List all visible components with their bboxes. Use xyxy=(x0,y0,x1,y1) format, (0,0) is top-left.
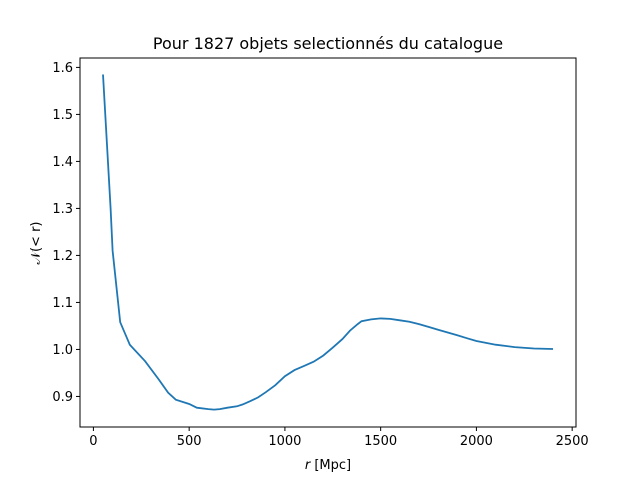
y-tick-label: 1.5 xyxy=(52,108,73,123)
series-line xyxy=(102,74,554,411)
y-tick-label: 1.1 xyxy=(52,296,73,311)
x-tick-label: 2000 xyxy=(460,434,493,449)
plot-area xyxy=(79,57,577,428)
x-axis-label-unit: [Mpc] xyxy=(310,458,351,473)
chart-title: Pour 1827 objets selectionnés du catalog… xyxy=(153,34,503,53)
x-tick-label: 1000 xyxy=(268,434,301,449)
x-tick-label: 500 xyxy=(177,434,202,449)
x-tick-label: 0 xyxy=(89,434,97,449)
y-axis: 0.9 1.0 1.1 1.2 1.3 1.4 1.5 1.6 xyxy=(52,61,80,405)
y-tick-label: 0.9 xyxy=(52,390,73,405)
x-axis: 0 500 1000 1500 2000 2500 xyxy=(89,427,589,449)
x-tick-label: 2500 xyxy=(556,434,589,449)
y-tick-label: 1.2 xyxy=(52,249,73,264)
y-tick-label: 1.3 xyxy=(52,202,73,217)
x-tick-label: 1500 xyxy=(364,434,397,449)
x-axis-label-var: r xyxy=(305,458,312,473)
x-axis-label: r [Mpc] xyxy=(305,458,351,473)
y-tick-label: 1.6 xyxy=(52,61,73,76)
y-axis-label: 𝒩(< r) xyxy=(29,222,44,265)
y-tick-label: 1.0 xyxy=(52,343,73,358)
y-tick-label: 1.4 xyxy=(52,155,73,170)
